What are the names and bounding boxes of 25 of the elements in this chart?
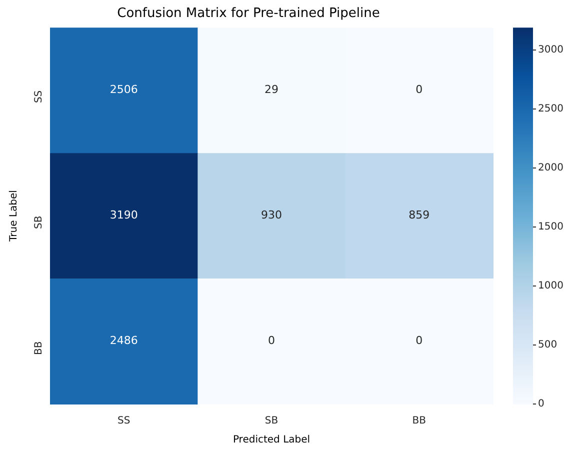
data-label: 3190: [110, 208, 138, 222]
y-tick-label: BB: [34, 341, 45, 355]
color-bar-label: 1000: [538, 280, 564, 292]
data-label: 2486: [110, 334, 138, 348]
x-tick-label: SS: [117, 416, 130, 427]
color-bar-label: 2000: [538, 162, 564, 174]
y-axis-title: True Label: [8, 190, 20, 243]
color-bar-label: 1500: [538, 222, 564, 233]
color-bar-label: 0: [538, 398, 544, 410]
data-label: 29: [264, 83, 278, 96]
y-tick-label: SB: [34, 216, 45, 230]
data-label: 0: [416, 83, 423, 96]
data-label: 859: [408, 208, 430, 222]
data-label: 0: [268, 334, 275, 348]
chart-title: Confusion Matrix for Pre-trained Pipeline: [117, 6, 380, 22]
color-bar-label: 500: [538, 340, 558, 351]
color-bar-label: 3000: [538, 44, 564, 56]
color-bar-label: 2500: [538, 104, 564, 115]
y-tick-label: SS: [34, 90, 45, 104]
data-label: 2506: [110, 83, 138, 96]
x-tick-label: BB: [412, 416, 426, 427]
x-tick-label: SB: [264, 416, 278, 427]
x-axis-title: Predicted Label: [232, 434, 310, 446]
data-label: 0: [416, 334, 423, 348]
data-label: 930: [261, 208, 282, 222]
